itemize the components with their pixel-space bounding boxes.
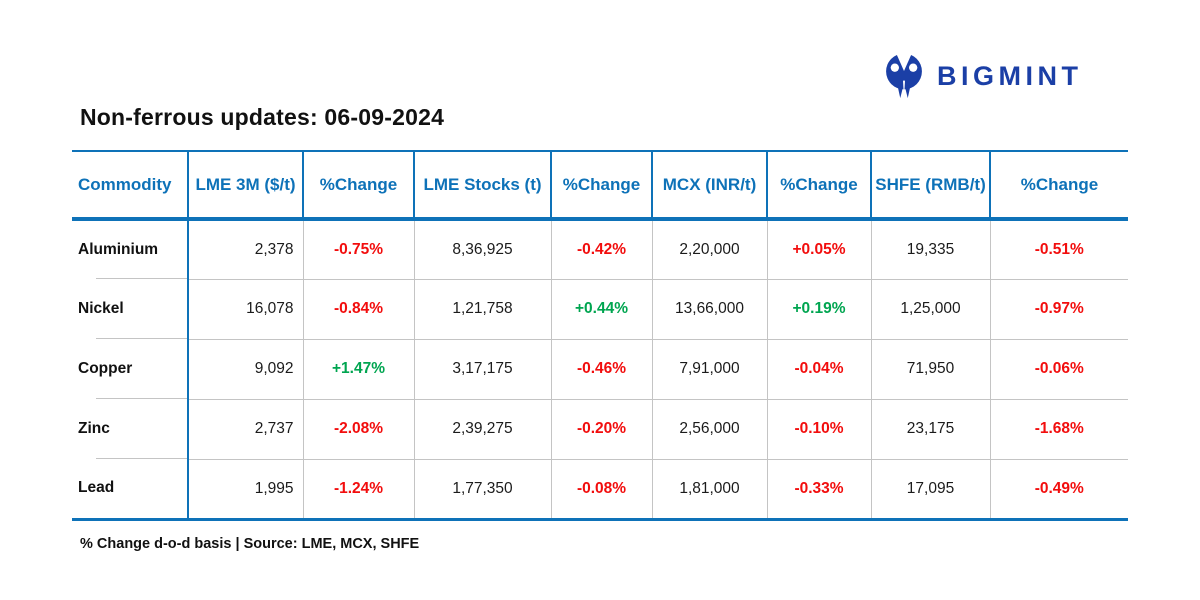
mcx-cell: 2,20,000	[651, 219, 767, 280]
shfe-cell: 71,950	[870, 339, 990, 400]
shfe-change-cell: -0.06%	[989, 339, 1128, 400]
shfe-cell: 23,175	[870, 399, 990, 460]
table-row-nickel: Nickel 16,078 -0.84% 1,21,758 +0.44% 13,…	[72, 279, 1128, 340]
lme-3m-cell: 2,378	[187, 219, 303, 280]
commodity-cell: Lead	[78, 479, 115, 497]
table-row-zinc: Zinc 2,737 -2.08% 2,39,275 -0.20% 2,56,0…	[72, 399, 1128, 460]
shfe-cell: 17,095	[870, 459, 990, 519]
commodity-table-container: Commodity LME 3M ($/t) %Change LME Stock…	[72, 150, 1128, 521]
lme-stocks-cell: 8,36,925	[413, 219, 551, 280]
table-header-row: Commodity LME 3M ($/t) %Change LME Stock…	[72, 151, 1128, 221]
column-header-lme-3m-change: %Change	[302, 151, 414, 221]
shfe-change-cell: -0.51%	[989, 219, 1128, 280]
column-header-mcx: MCX (INR/t)	[651, 151, 767, 221]
commodity-cell: Aluminium	[72, 219, 188, 279]
lme-3m-cell: 9,092	[187, 339, 303, 400]
lme-stocks-cell: 1,77,350	[413, 459, 551, 519]
shfe-cell: 19,335	[870, 219, 990, 280]
bigmint-logo-text: BIGMINT	[937, 60, 1083, 91]
lme-3m-cell: 1,995	[187, 459, 303, 519]
column-header-commodity: Commodity	[72, 151, 188, 221]
column-header-shfe: SHFE (RMB/t)	[870, 151, 990, 221]
commodity-cell: Nickel	[72, 279, 188, 339]
footnote: % Change d-o-d basis | Source: LME, MCX,…	[80, 536, 420, 552]
mcx-change-cell: -0.10%	[766, 399, 871, 460]
mcx-change-cell: -0.04%	[766, 339, 871, 400]
commodity-table: Commodity LME 3M ($/t) %Change LME Stock…	[72, 150, 1128, 521]
table-row-aluminium: Aluminium 2,378 -0.75% 8,36,925 -0.42% 2…	[72, 219, 1128, 280]
mcx-change-cell: +0.05%	[766, 219, 871, 280]
lme-3m-change-cell: -1.24%	[302, 459, 414, 519]
mcx-cell: 2,56,000	[651, 399, 767, 460]
table-row-copper: Copper 9,092 +1.47% 3,17,175 -0.46% 7,91…	[72, 339, 1128, 400]
shfe-cell: 1,25,000	[870, 279, 990, 340]
lme-stocks-change-cell: +0.44%	[550, 279, 652, 340]
mcx-change-cell: -0.33%	[766, 459, 871, 519]
lme-3m-change-cell: -2.08%	[302, 399, 414, 460]
commodity-cell: Zinc	[72, 399, 188, 459]
page-title: Non-ferrous updates: 06-09-2024	[80, 104, 445, 130]
column-header-mcx-change: %Change	[766, 151, 871, 221]
bigmint-logo: BIGMINT	[884, 53, 1083, 99]
column-header-shfe-change: %Change	[989, 151, 1128, 221]
lme-stocks-change-cell: -0.42%	[550, 219, 652, 280]
mcx-cell: 7,91,000	[651, 339, 767, 400]
shfe-change-cell: -1.68%	[989, 399, 1128, 460]
lme-3m-cell: 2,737	[187, 399, 303, 460]
table-row-lead: Lead 1,995 -1.24% 1,77,350 -0.08% 1,81,0…	[72, 459, 1128, 519]
column-header-lme-stocks-change: %Change	[550, 151, 652, 221]
commodity-cell: Copper	[72, 339, 188, 399]
lme-3m-change-cell: -0.75%	[302, 219, 414, 280]
column-header-lme-3m: LME 3M ($/t)	[187, 151, 303, 221]
lme-3m-cell: 16,078	[187, 279, 303, 340]
lme-stocks-change-cell: -0.46%	[550, 339, 652, 400]
lme-stocks-change-cell: -0.20%	[550, 399, 652, 460]
lme-3m-change-cell: +1.47%	[302, 339, 414, 400]
lme-stocks-change-cell: -0.08%	[550, 459, 652, 519]
lme-stocks-cell: 3,17,175	[413, 339, 551, 400]
mcx-cell: 13,66,000	[651, 279, 767, 340]
bigmint-logo-icon	[884, 53, 924, 99]
lme-stocks-cell: 2,39,275	[413, 399, 551, 460]
mcx-change-cell: +0.19%	[766, 279, 871, 340]
mcx-cell: 1,81,000	[651, 459, 767, 519]
shfe-change-cell: -0.49%	[989, 459, 1128, 519]
shfe-change-cell: -0.97%	[989, 279, 1128, 340]
lme-stocks-cell: 1,21,758	[413, 279, 551, 340]
lme-3m-change-cell: -0.84%	[302, 279, 414, 340]
column-header-lme-stocks: LME Stocks (t)	[413, 151, 551, 221]
